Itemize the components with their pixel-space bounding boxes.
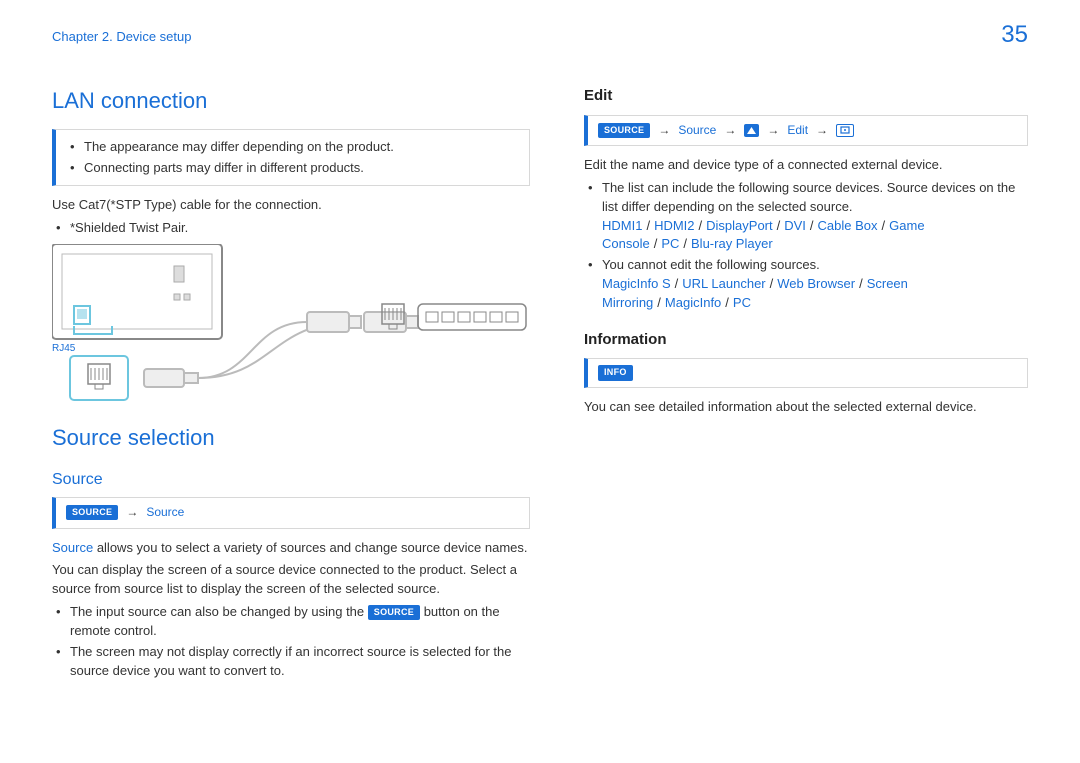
edit-b2-text: You cannot edit the following sources.: [602, 257, 820, 272]
edit-nav-box: SOURCE → Source → → Edit →: [584, 115, 1028, 146]
enter-icon: [836, 124, 854, 137]
up-icon: [744, 124, 759, 137]
source-para2: You can display the screen of a source d…: [52, 561, 530, 599]
info-nav-box: INFO: [584, 358, 1028, 387]
source-badge: SOURCE: [66, 505, 118, 520]
source-intro-blue: Source: [52, 540, 93, 555]
lan-body2: *Shielded Twist Pair.: [70, 219, 530, 238]
edit-nav-badge: SOURCE: [598, 123, 650, 138]
edit-title: Edit: [584, 85, 1028, 107]
info-body: You can see detailed information about t…: [584, 398, 1028, 417]
source-bullet-a-pre: The input source can also be changed by …: [70, 604, 368, 619]
rj45-label: RJ45: [52, 342, 75, 357]
page-number: 35: [1001, 18, 1028, 53]
lan-note-2: Connecting parts may differ in different…: [84, 159, 519, 178]
right-column: Edit SOURCE → Source → → Edit → Edit the…: [584, 85, 1028, 683]
source-nav-box: SOURCE → Source: [52, 497, 530, 528]
info-title: Information: [584, 329, 1028, 351]
lan-note-box: The appearance may differ depending on t…: [52, 129, 530, 187]
info-nav-badge: INFO: [598, 365, 633, 380]
lan-note-1: The appearance may differ depending on t…: [84, 138, 519, 157]
arrow-icon: →: [658, 122, 670, 139]
lan-title: LAN connection: [52, 85, 530, 117]
source-bullet-b: The screen may not display correctly if …: [70, 643, 530, 681]
arrow-icon: →: [126, 504, 138, 521]
lan-body1: Use Cat7(*STP Type) cable for the connec…: [52, 196, 530, 215]
left-column: LAN connection The appearance may differ…: [52, 85, 530, 683]
arrow-icon: →: [767, 122, 779, 139]
arrow-icon: →: [816, 122, 828, 139]
edit-nav-t1: Source: [678, 122, 716, 139]
chapter-label: Chapter 2. Device setup: [52, 28, 1028, 47]
arrow-icon: →: [724, 122, 736, 139]
edit-nav-t2: Edit: [787, 122, 808, 139]
source-intro-rest: allows you to select a variety of source…: [93, 540, 527, 555]
edit-b1-text: The list can include the following sourc…: [602, 180, 1015, 214]
edit-src-list-2: MagicInfo S/URL Launcher/Web Browser/Scr…: [602, 276, 908, 310]
edit-intro: Edit the name and device type of a conne…: [584, 156, 1028, 175]
source-bullet-a-badge: SOURCE: [368, 605, 420, 620]
edit-bullet-1: The list can include the following sourc…: [602, 179, 1028, 254]
source-nav-target: Source: [146, 504, 184, 521]
source-selection-title: Source selection: [52, 422, 530, 454]
source-sub: Source: [52, 468, 530, 491]
source-bullet-a: The input source can also be changed by …: [70, 603, 530, 641]
edit-src-list-1: HDMI1/HDMI2/DisplayPort/DVI/Cable Box/Ga…: [602, 218, 925, 252]
lan-diagram: RJ45: [52, 244, 530, 404]
source-intro: Source allows you to select a variety of…: [52, 539, 530, 558]
edit-bullet-2: You cannot edit the following sources. M…: [602, 256, 1028, 313]
